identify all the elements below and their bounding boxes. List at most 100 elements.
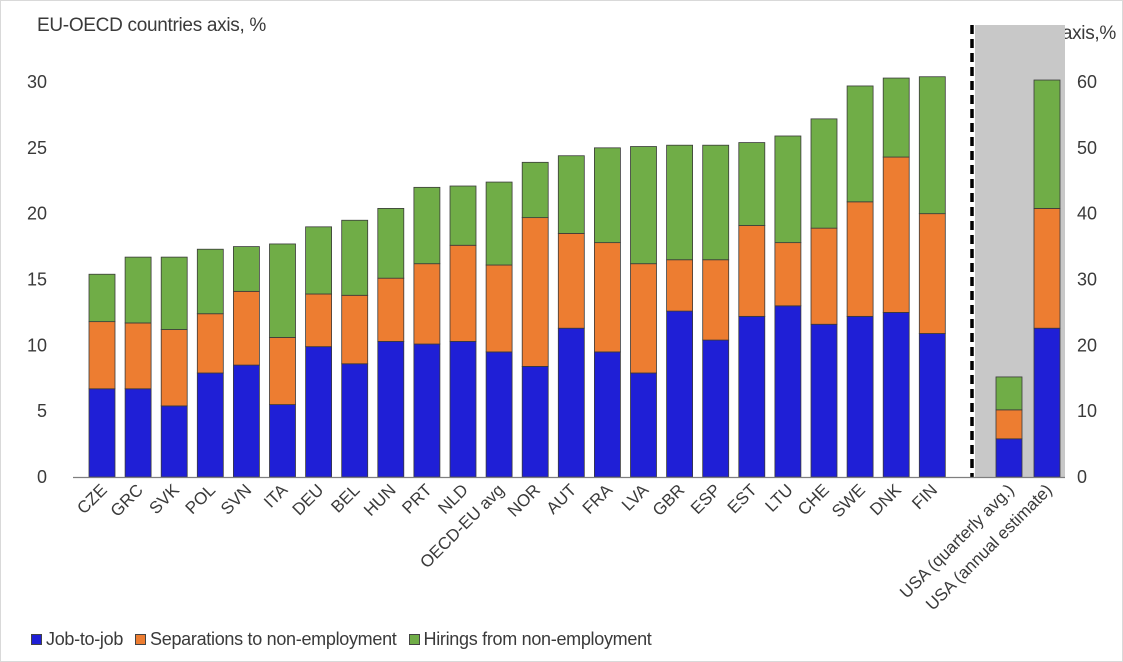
bar-nor-job-to-job <box>521 365 549 478</box>
bar-ita-job-to-job <box>269 404 296 478</box>
bar-che-separations-to-non-employment <box>810 227 838 325</box>
x-tick-label: SVK <box>146 480 184 518</box>
bar-oecd-eu-avg-hirings-from-non-employment <box>485 181 513 266</box>
bar-deu-hirings-from-non-employment <box>305 226 333 295</box>
bar-prt-hirings-from-non-employment <box>413 186 441 265</box>
left-tick-label: 15 <box>27 270 47 290</box>
bar-svk-hirings-from-non-employment <box>160 256 188 330</box>
x-tick-label: ESP <box>687 480 724 517</box>
bar-hun-job-to-job <box>377 340 405 478</box>
x-tick-label: LVA <box>618 480 653 515</box>
x-tick-label: SVN <box>217 480 255 518</box>
x-tick-label: FRA <box>579 480 617 518</box>
x-tick-label: DNK <box>866 480 905 519</box>
bar-cze-job-to-job <box>88 388 116 478</box>
bar-pol-hirings-from-non-employment <box>196 248 224 315</box>
right-tick-label: 40 <box>1077 204 1097 224</box>
legend-swatch-separations <box>135 634 147 645</box>
bar-lva-separations-to-non-employment <box>630 263 657 374</box>
bar-fin-job-to-job <box>918 333 946 478</box>
x-tick-label: HUN <box>360 480 399 519</box>
bar-nor-separations-to-non-employment <box>521 217 549 367</box>
bar-nld-job-to-job <box>449 340 477 478</box>
bar-hun-separations-to-non-employment <box>377 277 405 342</box>
legend: Job-to-job Separations to non-employment… <box>31 629 663 650</box>
right-tick-label: 0 <box>1077 467 1087 487</box>
bar-aut-separations-to-non-employment <box>557 233 585 329</box>
bar-ita-hirings-from-non-employment <box>269 243 296 338</box>
bar-prt-separations-to-non-employment <box>413 263 441 345</box>
x-tick-label: NOR <box>504 480 544 520</box>
bar-che-hirings-from-non-employment <box>810 118 838 229</box>
x-tick-label: GRC <box>107 480 147 520</box>
bar-aut-hirings-from-non-employment <box>557 155 585 234</box>
left-tick-label: 25 <box>27 138 47 158</box>
x-tick-label: PRT <box>398 480 435 517</box>
right-tick-label: 10 <box>1077 401 1097 421</box>
bar-fin-hirings-from-non-employment <box>918 76 946 215</box>
bar-prt-job-to-job <box>413 343 441 478</box>
bar-usa-annual-estimate-job-to-job <box>1033 327 1061 478</box>
bar-deu-job-to-job <box>305 346 333 478</box>
bar-fra-separations-to-non-employment <box>594 242 621 353</box>
bar-che-job-to-job <box>810 323 838 478</box>
bar-aut-job-to-job <box>557 327 585 478</box>
bar-dnk-separations-to-non-employment <box>882 156 910 313</box>
bar-bel-hirings-from-non-employment <box>341 219 369 296</box>
bar-usa-quarterly-avg-job-to-job <box>995 438 1023 478</box>
right-tick-label: 20 <box>1077 335 1097 355</box>
bar-swe-hirings-from-non-employment <box>846 85 874 203</box>
left-tick-label: 10 <box>27 335 47 355</box>
bar-dnk-job-to-job <box>882 312 910 478</box>
bar-nor-hirings-from-non-employment <box>521 161 549 219</box>
bar-grc-hirings-from-non-employment <box>124 256 152 324</box>
bar-svn-hirings-from-non-employment <box>232 246 260 292</box>
bar-swe-separations-to-non-employment <box>846 201 874 317</box>
legend-item-separations: Separations to non-employment <box>135 629 397 650</box>
legend-swatch-job-to-job <box>31 634 42 645</box>
bar-est-job-to-job <box>738 315 766 478</box>
bar-fin-separations-to-non-employment <box>918 213 946 334</box>
bar-usa-quarterly-avg-separations-to-non-employment <box>995 409 1023 440</box>
bar-ltu-job-to-job <box>774 305 802 478</box>
bar-gbr-job-to-job <box>666 310 693 478</box>
left-tick-label: 0 <box>37 467 47 487</box>
x-tick-label: BEL <box>327 480 363 516</box>
bar-svk-separations-to-non-employment <box>160 329 188 407</box>
x-tick-label: CZE <box>73 480 110 517</box>
bar-nld-separations-to-non-employment <box>449 244 477 342</box>
bar-lva-hirings-from-non-employment <box>630 146 657 265</box>
bar-esp-separations-to-non-employment <box>702 259 730 341</box>
bar-fra-job-to-job <box>594 351 621 478</box>
left-tick-label: 20 <box>27 204 47 224</box>
bar-lva-job-to-job <box>630 372 657 478</box>
right-tick-label: 50 <box>1077 138 1097 158</box>
legend-swatch-hirings <box>408 634 420 645</box>
bar-grc-separations-to-non-employment <box>124 322 152 390</box>
legend-label-hirings: Hirings from non-employment <box>423 629 652 649</box>
x-tick-label: CHE <box>794 480 833 519</box>
legend-item-hirings: Hirings from non-employment <box>408 629 652 650</box>
x-tick-label: POL <box>182 480 219 517</box>
bar-hun-hirings-from-non-employment <box>377 207 405 279</box>
x-tick-label: SWE <box>828 480 869 521</box>
bar-bel-separations-to-non-employment <box>341 294 369 365</box>
bar-svn-job-to-job <box>232 364 260 478</box>
legend-label-separations: Separations to non-employment <box>150 629 397 649</box>
x-tick-label: ITA <box>260 480 292 512</box>
bar-usa-annual-estimate-hirings-from-non-employment <box>1033 79 1061 209</box>
x-tick-label: AUT <box>543 480 580 517</box>
bar-fra-hirings-from-non-employment <box>594 147 621 244</box>
bar-gbr-separations-to-non-employment <box>666 259 693 312</box>
x-tick-label: EST <box>724 480 761 517</box>
bar-deu-separations-to-non-employment <box>305 293 333 348</box>
x-tick-label: LTU <box>761 480 796 515</box>
bar-cze-hirings-from-non-employment <box>88 273 116 323</box>
bar-grc-job-to-job <box>124 388 152 478</box>
bar-est-hirings-from-non-employment <box>738 142 766 226</box>
left-axis-title: EU-OECD countries axis, % <box>37 15 267 36</box>
bar-nld-hirings-from-non-employment <box>449 185 477 246</box>
bar-pol-job-to-job <box>196 372 224 478</box>
bar-usa-quarterly-avg-hirings-from-non-employment <box>995 376 1023 411</box>
